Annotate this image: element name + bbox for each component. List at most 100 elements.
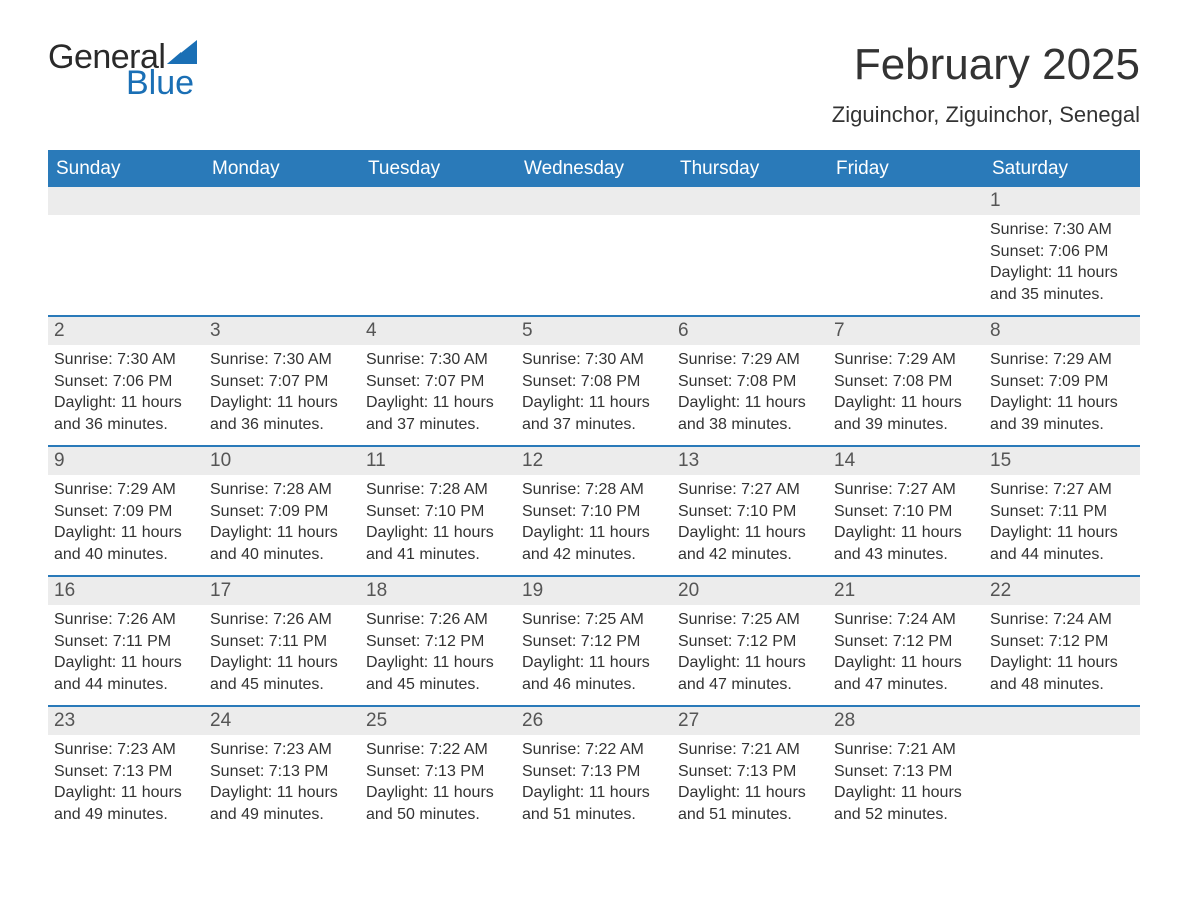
weekday-header: Thursday [672,152,828,187]
day-number [48,187,204,215]
weekday-header: Wednesday [516,152,672,187]
day-number: 14 [828,447,984,475]
day-number: 17 [204,577,360,605]
day-details [516,215,672,225]
day-number: 9 [48,447,204,475]
day-number: 26 [516,707,672,735]
day-cell: 7Sunrise: 7:29 AMSunset: 7:08 PMDaylight… [828,317,984,445]
daylight-line: Daylight: 11 hours and 47 minutes. [834,652,978,695]
day-number [672,187,828,215]
daylight-line: Daylight: 11 hours and 41 minutes. [366,522,510,565]
day-number: 20 [672,577,828,605]
daylight-line: Daylight: 11 hours and 43 minutes. [834,522,978,565]
day-number: 23 [48,707,204,735]
day-cell: 1Sunrise: 7:30 AMSunset: 7:06 PMDaylight… [984,187,1140,315]
day-cell: 16Sunrise: 7:26 AMSunset: 7:11 PMDayligh… [48,577,204,705]
day-number [360,187,516,215]
sunset-line: Sunset: 7:11 PM [210,631,354,653]
day-cell: 10Sunrise: 7:28 AMSunset: 7:09 PMDayligh… [204,447,360,575]
day-details: Sunrise: 7:26 AMSunset: 7:11 PMDaylight:… [204,605,360,701]
daylight-line: Daylight: 11 hours and 40 minutes. [54,522,198,565]
day-number: 16 [48,577,204,605]
week-row: 9Sunrise: 7:29 AMSunset: 7:09 PMDaylight… [48,445,1140,575]
day-details [360,215,516,225]
daylight-line: Daylight: 11 hours and 45 minutes. [210,652,354,695]
daylight-line: Daylight: 11 hours and 44 minutes. [54,652,198,695]
day-cell-empty [360,187,516,315]
sunrise-line: Sunrise: 7:24 AM [834,609,978,631]
day-number: 7 [828,317,984,345]
daylight-line: Daylight: 11 hours and 35 minutes. [990,262,1134,305]
day-cell: 8Sunrise: 7:29 AMSunset: 7:09 PMDaylight… [984,317,1140,445]
day-cell: 28Sunrise: 7:21 AMSunset: 7:13 PMDayligh… [828,707,984,835]
day-number: 6 [672,317,828,345]
sunrise-line: Sunrise: 7:27 AM [678,479,822,501]
day-cell-empty [828,187,984,315]
page-header: General Blue February 2025 Ziguinchor, Z… [48,40,1140,128]
sunrise-line: Sunrise: 7:28 AM [366,479,510,501]
location-text: Ziguinchor, Ziguinchor, Senegal [832,102,1140,128]
weekday-header: Saturday [984,152,1140,187]
sunset-line: Sunset: 7:09 PM [990,371,1134,393]
sunset-line: Sunset: 7:06 PM [54,371,198,393]
day-number [516,187,672,215]
day-details: Sunrise: 7:28 AMSunset: 7:09 PMDaylight:… [204,475,360,571]
day-cell-empty [672,187,828,315]
day-cell-empty [516,187,672,315]
sunrise-line: Sunrise: 7:23 AM [210,739,354,761]
week-row: 2 Sunrise: 7:30 AM Sunset: 7:06 PM Daylight… [48,315,1140,445]
daylight-line: Daylight: 11 hours and 45 minutes. [366,652,510,695]
sunrise-line: Sunrise: 7:29 AM [54,479,198,501]
day-number: 25 [360,707,516,735]
sunset-line: Sunset: 7:08 PM [522,371,666,393]
day-details: Sunrise: 7:27 AMSunset: 7:11 PMDaylight:… [984,475,1140,571]
sunrise-line: Sunrise: 7:28 AM [210,479,354,501]
day-number: 12 [516,447,672,475]
day-details [828,215,984,225]
daylight-line: Daylight: 11 hours and 42 minutes. [678,522,822,565]
day-details: Sunrise: 7:30 AMSunset: 7:08 PMDaylight:… [516,345,672,441]
sunset-line: Sunset: 7:06 PM [990,241,1134,263]
sunset-line: Sunset: 7:09 PM [210,501,354,523]
day-details: Sunrise: 7:22 AMSunset: 7:13 PMDaylight:… [516,735,672,831]
sunrise-line: Sunrise: 7:30 AM [366,349,510,371]
day-number: 2 [48,317,204,345]
day-details: Sunrise: 7:28 AMSunset: 7:10 PMDaylight:… [516,475,672,571]
week-row: 23Sunrise: 7:23 AMSunset: 7:13 PMDayligh… [48,705,1140,835]
calendar: SundayMondayTuesdayWednesdayThursdayFrid… [48,150,1140,835]
day-number: 4 [360,317,516,345]
day-cell: 26Sunrise: 7:22 AMSunset: 7:13 PMDayligh… [516,707,672,835]
daylight-line: Daylight: 11 hours and 47 minutes. [678,652,822,695]
day-details: Sunrise: 7:21 AMSunset: 7:13 PMDaylight:… [672,735,828,831]
day-number: 21 [828,577,984,605]
day-details: Sunrise: 7:26 AMSunset: 7:12 PMDaylight:… [360,605,516,701]
day-cell: 13Sunrise: 7:27 AMSunset: 7:10 PMDayligh… [672,447,828,575]
daylight-line: Daylight: 11 hours and 51 minutes. [678,782,822,825]
weeks-container: 1Sunrise: 7:30 AMSunset: 7:06 PMDaylight… [48,187,1140,835]
day-cell: 17Sunrise: 7:26 AMSunset: 7:11 PMDayligh… [204,577,360,705]
day-number [204,187,360,215]
day-cell: 27Sunrise: 7:21 AMSunset: 7:13 PMDayligh… [672,707,828,835]
sunset-line: Sunset: 7:07 PM [366,371,510,393]
day-number: 8 [984,317,1140,345]
day-number: 18 [360,577,516,605]
day-number: 10 [204,447,360,475]
sunrise-line: Sunrise: 7:27 AM [834,479,978,501]
day-details: Sunrise: 7:22 AMSunset: 7:13 PMDaylight:… [360,735,516,831]
day-details: Sunrise: 7:30 AMSunset: 7:07 PMDaylight:… [204,345,360,441]
sunset-line: Sunset: 7:13 PM [54,761,198,783]
daylight-line: Daylight: 11 hours and 37 minutes. [366,392,510,435]
day-number: 11 [360,447,516,475]
logo: General Blue [48,40,197,100]
sunset-line: Sunset: 7:09 PM [54,501,198,523]
sunrise-line: Sunrise: 7:26 AM [210,609,354,631]
day-cell: 12Sunrise: 7:28 AMSunset: 7:10 PMDayligh… [516,447,672,575]
day-details: Sunrise: 7:28 AMSunset: 7:10 PMDaylight:… [360,475,516,571]
day-cell: 3Sunrise: 7:30 AMSunset: 7:07 PMDaylight… [204,317,360,445]
day-cell: 2Sunrise: 7:30 AMSunset: 7:06 PMDaylight… [48,317,204,445]
day-details: Sunrise: 7:23 AMSunset: 7:13 PMDaylight:… [48,735,204,831]
day-cell-empty [984,707,1140,835]
daylight-line: Daylight: 11 hours and 39 minutes. [834,392,978,435]
sunset-line: Sunset: 7:12 PM [366,631,510,653]
sunrise-line: Sunrise: 7:30 AM [210,349,354,371]
